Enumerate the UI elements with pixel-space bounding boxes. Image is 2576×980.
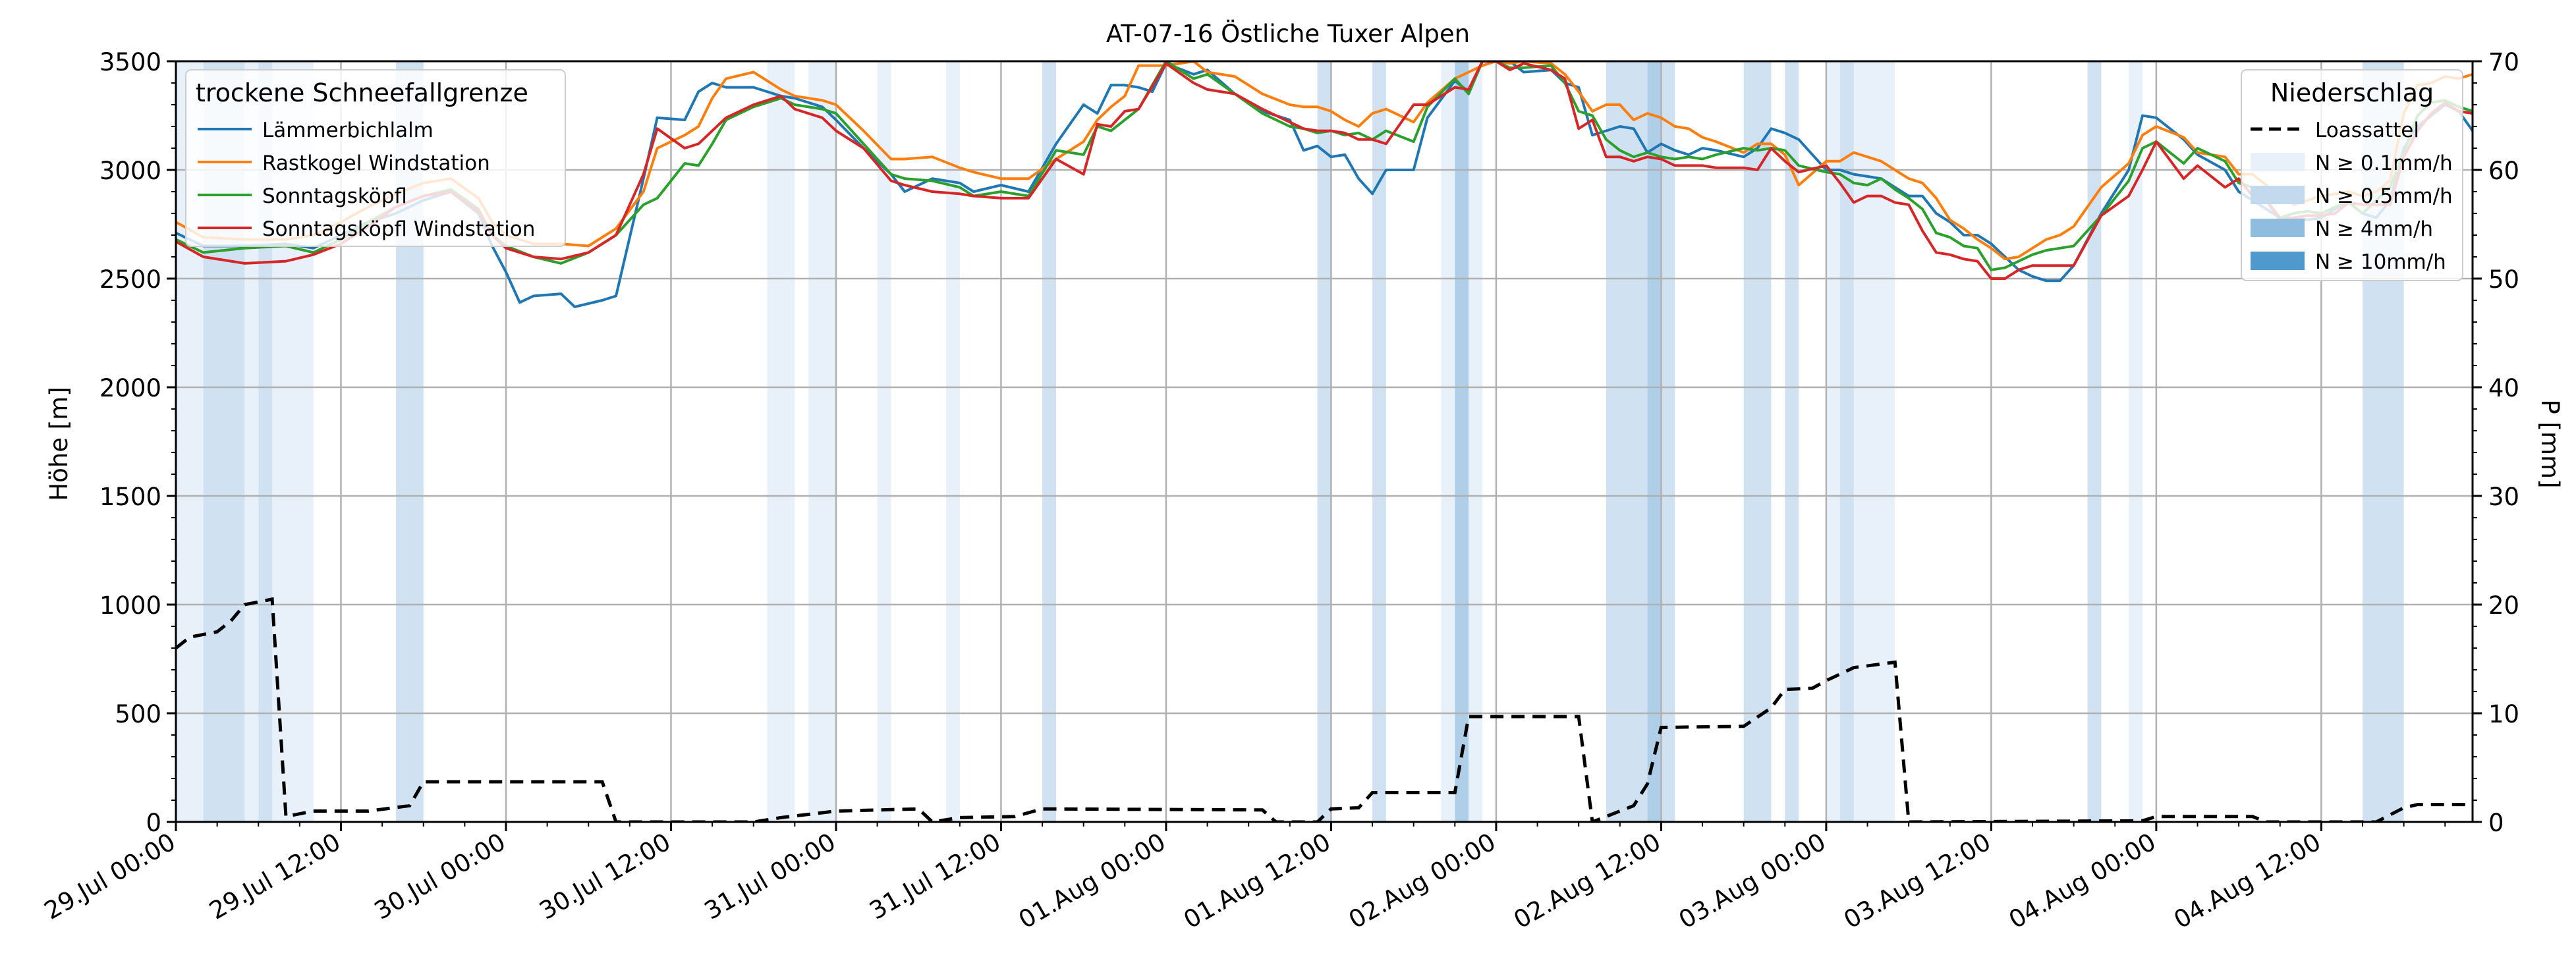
legend-entry-loassattel: Loassattel: [2315, 119, 2419, 142]
legend-entry-sonntagskoepfl: Sonntagsköpfl: [262, 184, 407, 208]
legend-snowfall-limit: trockene Schneefallgrenze Lämmerbichlalm…: [185, 69, 566, 247]
precip-band-18: [1839, 61, 1854, 822]
y-tick-label-6: 3000: [99, 157, 161, 185]
precip-band-12: [1455, 61, 1469, 822]
y2-tick-label-6: 60: [2488, 157, 2519, 185]
precip-band-13: [1606, 61, 1675, 822]
legend-entry-laemmerbichlalm: Lämmerbichlalm: [262, 119, 434, 142]
legend-entry-n-10: N ≥ 10mm/h: [2315, 250, 2446, 274]
precip-band-2: [258, 61, 273, 822]
y-tick-label-0: 0: [146, 809, 161, 837]
y-tick-label-5: 2500: [99, 265, 161, 294]
y-tick-label-3: 1500: [99, 483, 161, 511]
y-axis-label: Höhe [m]: [45, 387, 73, 501]
precip-band-6: [877, 61, 891, 822]
precip-band-20: [2129, 61, 2143, 822]
legend-entry-n-4: N ≥ 4mm/h: [2315, 217, 2433, 241]
y2-tick-label-0: 0: [2488, 809, 2504, 837]
y2-tick-label-7: 70: [2488, 48, 2519, 76]
precip-band-5: [808, 61, 836, 822]
precip-band-16: [1785, 61, 1799, 822]
precip-band-7: [945, 61, 960, 822]
precip-band-14: [1647, 61, 1662, 822]
plot-frame: [175, 60, 2474, 823]
legend-swatch-n-05: [2251, 186, 2305, 204]
y2-axis-label: P [mm]: [2536, 399, 2564, 488]
series-line-0: [176, 61, 2473, 308]
legend-entry-rastkogel: Rastkogel Windstation: [262, 151, 490, 175]
y-tick-label-7: 3500: [99, 48, 161, 76]
precip-band-10: [1372, 61, 1386, 822]
y2-tick-label-1: 10: [2488, 700, 2519, 728]
legend-swatch-n-01: [2251, 153, 2305, 171]
series-line-3: [176, 61, 2473, 280]
precip-band-8: [1042, 61, 1056, 822]
legend-left-title: trockene Schneefallgrenze: [196, 78, 528, 107]
legend-swatch-n-4: [2251, 219, 2305, 237]
precip-band-15: [1743, 61, 1772, 822]
y2-tick-label-4: 40: [2488, 374, 2519, 402]
y-tick-label-2: 1000: [99, 591, 161, 620]
precip-band-19: [2087, 61, 2102, 822]
legend-entry-sonntagskoepfl-windstation: Sonntagsköpfl Windstation: [262, 217, 535, 241]
y-tick-label-1: 500: [115, 700, 161, 728]
legend-left-frame: [185, 69, 566, 247]
y2-tick-label-2: 20: [2488, 591, 2519, 620]
series-line-2: [176, 61, 2473, 271]
y-tick-label-4: 2000: [99, 374, 161, 402]
legend-right-title: Niederschlag: [2270, 78, 2434, 107]
legend-swatch-n-10: [2251, 252, 2305, 270]
precip-band-9: [1317, 61, 1331, 822]
chart-title: AT-07-16 Östliche Tuxer Alpen: [1106, 20, 1470, 48]
y2-tick-label-5: 50: [2488, 265, 2519, 294]
precip-band-4: [767, 61, 795, 822]
series-line-1: [176, 61, 2473, 261]
snowfall-limit-series: [176, 61, 2473, 308]
y2-tick-label-3: 30: [2488, 483, 2519, 511]
legend-entry-n-01: N ≥ 0.1mm/h: [2315, 151, 2453, 175]
precip-band-17: [1826, 61, 1895, 822]
legend-precipitation: Niederschlag Loassattel N ≥ 0.1mm/h N ≥ …: [2241, 69, 2463, 281]
legend-entry-n-05: N ≥ 0.5mm/h: [2315, 184, 2453, 208]
